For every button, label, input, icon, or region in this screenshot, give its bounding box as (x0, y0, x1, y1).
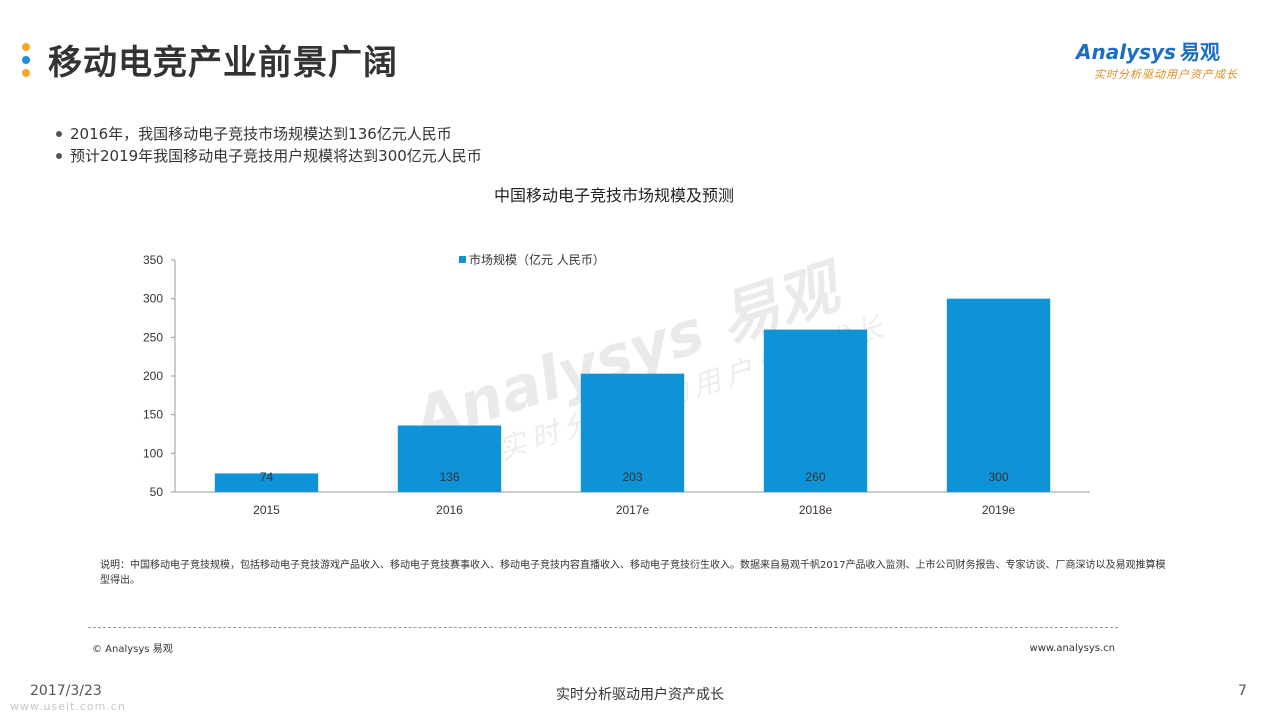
page-number: 7 (1238, 683, 1247, 699)
title-dot (22, 56, 30, 64)
bullet-text: 预计2019年我国移动电子竞技用户规模将达到300亿元人民币 (70, 147, 482, 165)
y-tick-label: 150 (143, 408, 163, 422)
title-dot (22, 69, 30, 77)
key-points: 2016年，我国移动电子竞技市场规模达到136亿元人民币 预计2019年我国移动… (56, 123, 482, 167)
x-tick-label: 2016 (436, 503, 463, 517)
bar (946, 298, 1051, 492)
data-label: 136 (439, 470, 459, 484)
y-tick-label: 50 (150, 485, 164, 499)
logo-tagline: 实时分析驱动用户资产成长 (1094, 68, 1238, 81)
footer-slogan: 实时分析驱动用户资产成长 (556, 687, 724, 703)
bar (580, 373, 685, 492)
y-tick-label: 300 (143, 292, 163, 306)
title-dots (22, 43, 32, 82)
x-axis: 2015 2016 2017e 2018e 2019e (175, 491, 1090, 517)
chart-legend: 市场规模（亿元 人民币） (459, 252, 605, 267)
copyright: © Analysys 易观 (92, 644, 173, 655)
website-link[interactable]: www.analysys.cn (1029, 643, 1115, 654)
bar-series: 74 136 203 260 300 (214, 298, 1051, 492)
logo-brand-cn: 易观 (1179, 40, 1220, 64)
logo-brand-en: Analysys (1076, 40, 1176, 64)
x-tick-label: 2017e (616, 503, 650, 517)
x-tick-label: 2015 (253, 503, 280, 517)
bullet-item: 预计2019年我国移动电子竞技用户规模将达到300亿元人民币 (56, 145, 482, 167)
x-tick-label: 2019e (982, 503, 1016, 517)
bullet-dot-icon (56, 131, 62, 137)
analysys-logo: Analysys 易观 实时分析驱动用户资产成长 (1076, 36, 1256, 88)
footer-date: 2017/3/23 (30, 683, 102, 699)
chart-title: 中国移动电子竞技市场规模及预测 (493, 186, 734, 205)
data-label: 203 (622, 470, 642, 484)
data-label: 260 (805, 470, 825, 484)
bullet-item: 2016年，我国移动电子竞技市场规模达到136亿元人民币 (56, 123, 482, 145)
chart-note: 说明：中国移动电子竞技规模，包括移动电子竞技游戏产品收入、移动电子竞技赛事收入、… (100, 560, 1166, 586)
bullet-dot-icon (56, 153, 62, 159)
y-tick-label: 250 (143, 330, 163, 344)
data-label: 74 (260, 470, 274, 484)
data-label: 300 (988, 470, 1008, 484)
y-tick-label: 100 (143, 446, 163, 460)
bar (763, 329, 868, 492)
y-axis: 50 100 150 200 250 300 350 (143, 253, 176, 499)
title-dot (22, 43, 30, 51)
footer-divider (88, 627, 1118, 628)
logo-brand: Analysys 易观 (1076, 36, 1220, 65)
bullet-text: 2016年，我国移动电子竞技市场规模达到136亿元人民币 (70, 125, 452, 143)
legend-swatch (459, 256, 466, 263)
bar (397, 425, 502, 492)
y-tick-label: 200 (143, 369, 163, 383)
page-title: 移动电竞产业前景广阔 (48, 43, 398, 83)
legend-label: 市场规模（亿元 人民币） (469, 252, 605, 267)
x-tick-label: 2018e (799, 503, 833, 517)
y-tick-label: 350 (143, 253, 163, 267)
source-watermark: www.useit.com.cn (10, 700, 126, 713)
bar (214, 473, 319, 492)
